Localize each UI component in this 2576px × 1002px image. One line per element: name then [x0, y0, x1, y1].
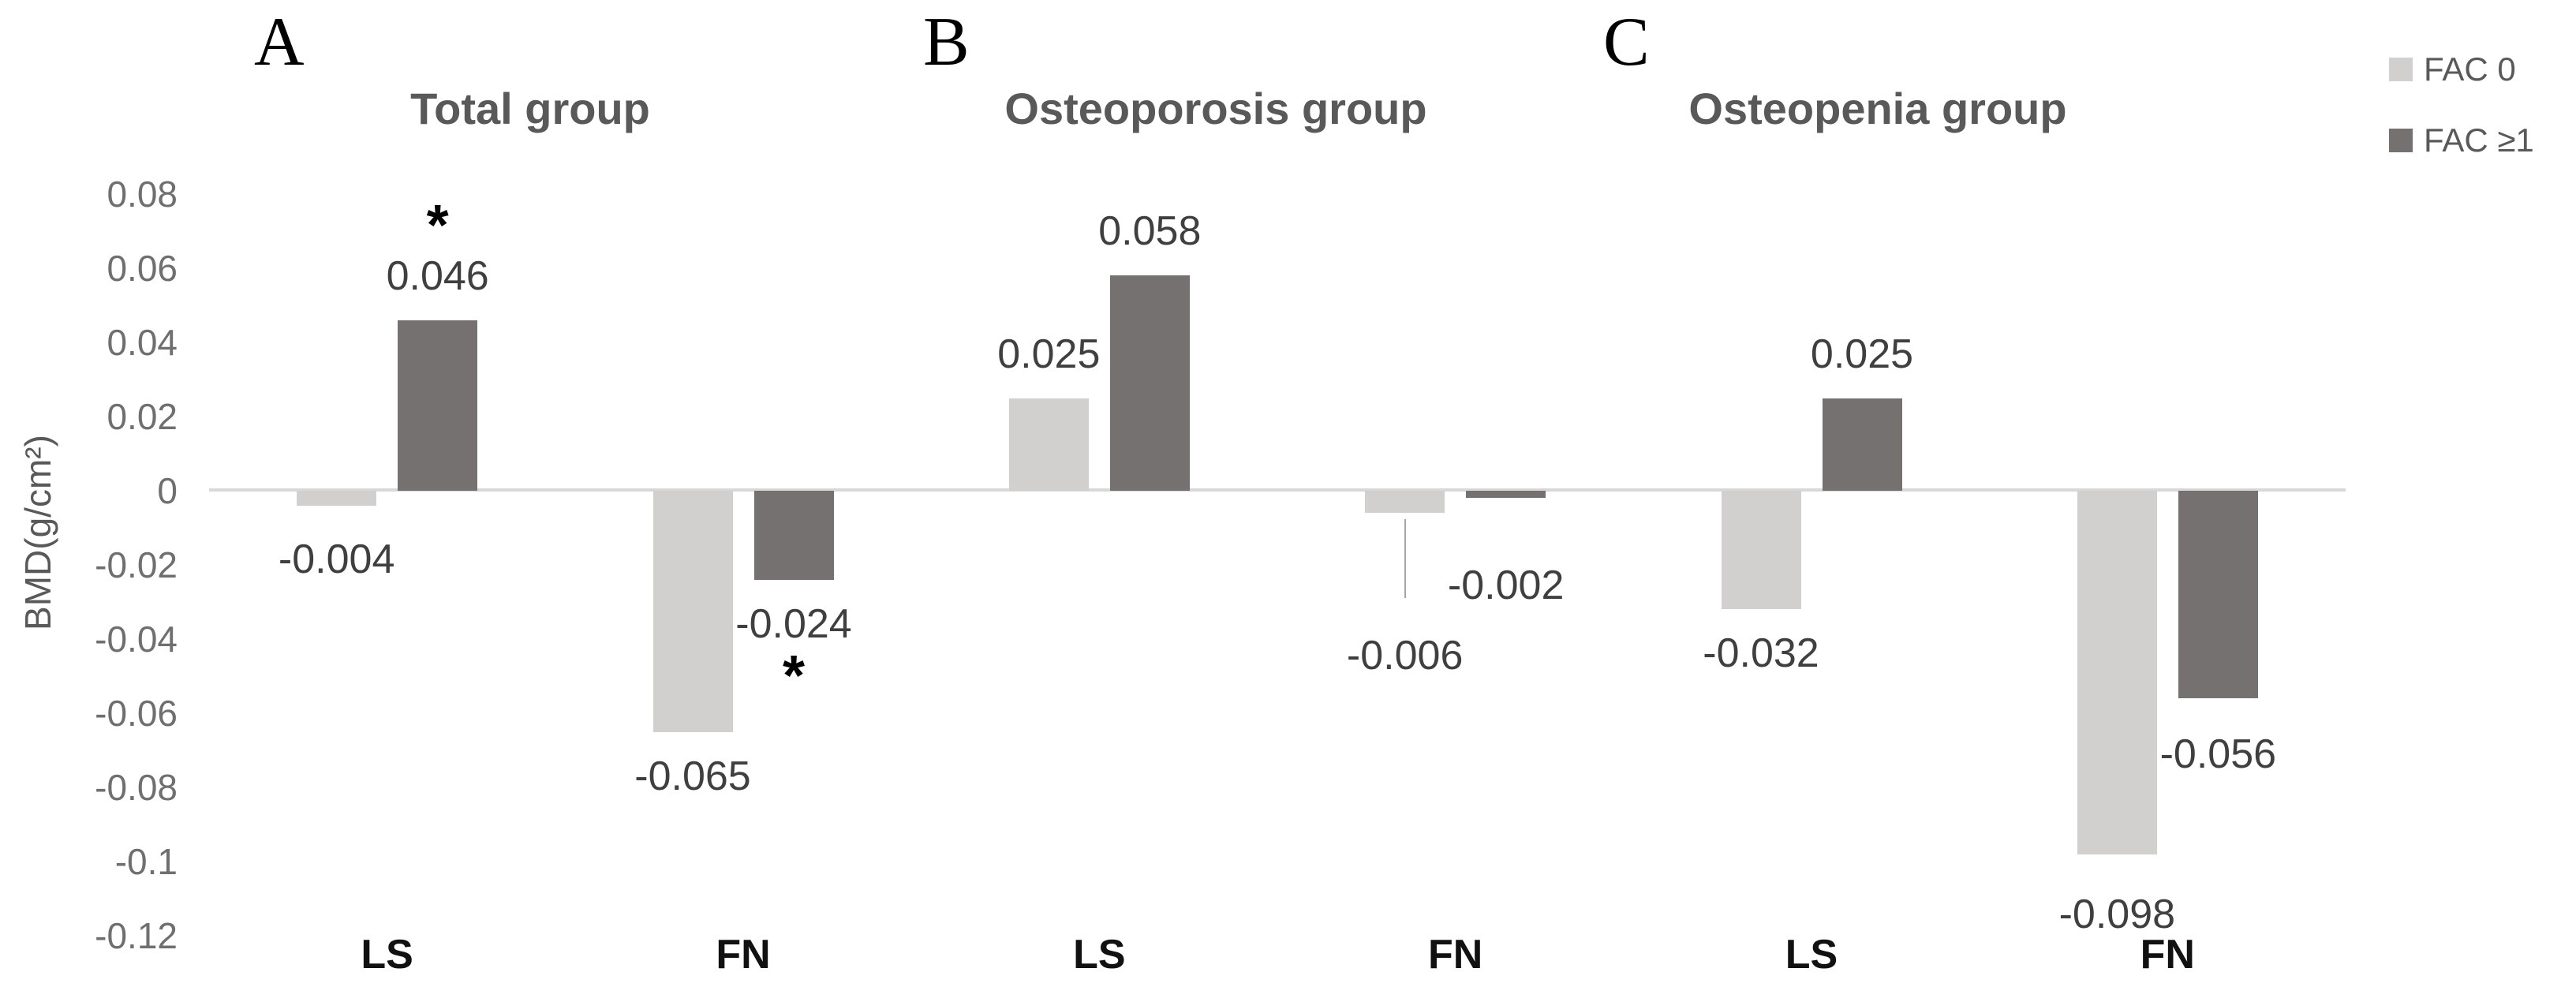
y-axis-tick-label: 0.08	[107, 174, 178, 215]
y-axis-tick-label: 0.06	[107, 248, 178, 289]
bar-b-fn-fac0	[1365, 491, 1445, 514]
data-label: -0.006	[1346, 633, 1464, 679]
panel-letter-a: A	[254, 4, 305, 80]
y-axis-tick-label: -0.06	[95, 693, 178, 734]
x-axis-category-label: LS	[1073, 932, 1126, 978]
significance-asterisk: *	[426, 193, 449, 257]
panel-title: Osteopenia group	[1688, 84, 2067, 133]
legend-item-fac-ge1: FAC ≥1	[2389, 122, 2534, 159]
panel-title: Total group	[410, 84, 650, 133]
y-axis-tick-label: -0.1	[114, 841, 178, 882]
legend-label-fac-ge1: FAC ≥1	[2424, 122, 2534, 159]
significance-asterisk: *	[782, 644, 806, 708]
data-label: -0.098	[2058, 891, 2176, 937]
bar-a-ls-fac0	[297, 491, 377, 506]
bar-b-ls-fac0	[1008, 398, 1089, 491]
x-axis-category-label: FN	[2140, 932, 2195, 978]
data-label: 0.058	[1098, 208, 1202, 255]
data-label: -0.004	[278, 536, 395, 582]
y-axis-tick-label: -0.12	[95, 915, 178, 956]
x-axis-category-label: FN	[716, 932, 771, 978]
bar-c-fn-fac0	[2077, 491, 2157, 854]
bar-a-ls-fac-ge1	[398, 320, 478, 491]
panel-letter-c: C	[1603, 4, 1650, 80]
data-label: -0.024	[735, 600, 852, 647]
y-axis-title: BMD(g/cm²)	[17, 435, 58, 630]
data-label: -0.002	[1447, 563, 1565, 609]
x-axis-category-label: LS	[361, 932, 413, 978]
data-label-leader-line	[1404, 519, 1406, 599]
y-axis-tick-label: 0	[157, 470, 178, 511]
data-label: 0.025	[997, 331, 1101, 377]
data-label: -0.056	[2159, 731, 2277, 778]
data-label: 0.046	[386, 252, 489, 299]
data-label: 0.025	[1810, 331, 1914, 377]
data-label: -0.065	[634, 753, 751, 799]
bar-a-fn-fac-ge1	[753, 491, 834, 580]
legend-swatch-fac-ge1-icon	[2389, 129, 2413, 152]
bar-b-fn-fac-ge1	[1466, 491, 1546, 499]
legend-swatch-fac0-icon	[2389, 58, 2413, 81]
x-axis-zero-line	[209, 488, 2346, 492]
y-axis-tick-label: 0.04	[107, 322, 178, 363]
legend-item-fac0: FAC 0	[2389, 50, 2516, 88]
bar-a-fn-fac0	[652, 491, 733, 732]
panel-title: Osteoporosis group	[1004, 84, 1427, 133]
data-label: -0.032	[1703, 630, 1819, 677]
bar-c-ls-fac0	[1721, 491, 1801, 610]
y-axis-tick-label: 0.02	[107, 396, 178, 437]
legend-label-fac0: FAC 0	[2424, 50, 2516, 88]
x-axis-category-label: FN	[1427, 932, 1483, 978]
bar-b-ls-fac-ge1	[1109, 275, 1190, 491]
y-axis-tick-label: -0.08	[95, 767, 178, 808]
bar-c-fn-fac-ge1	[2178, 491, 2258, 699]
bar-c-ls-fac-ge1	[1822, 398, 1902, 491]
x-axis-category-label: LS	[1785, 932, 1838, 978]
panel-letter-b: B	[923, 4, 970, 80]
y-axis-tick-label: -0.04	[95, 619, 178, 660]
y-axis-tick-label: -0.02	[95, 544, 178, 585]
